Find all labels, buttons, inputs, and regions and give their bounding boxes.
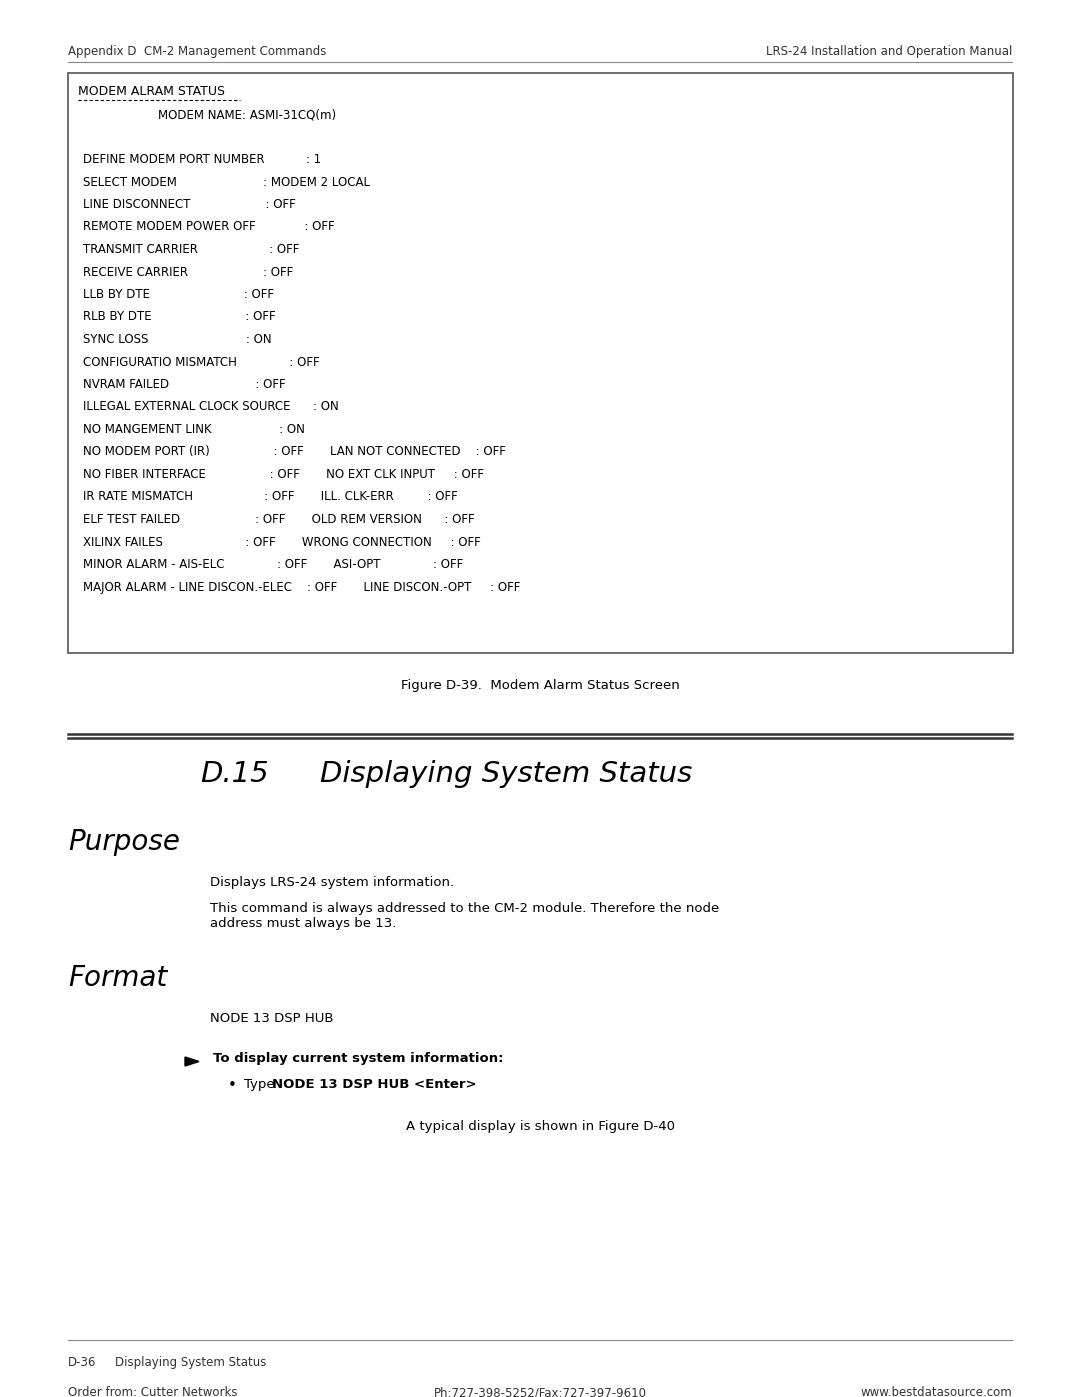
Text: ILLEGAL EXTERNAL CLOCK SOURCE      : ON: ILLEGAL EXTERNAL CLOCK SOURCE : ON <box>83 401 339 414</box>
Text: MODEM ALRAM STATUS: MODEM ALRAM STATUS <box>78 85 225 98</box>
Text: NO MANGEMENT LINK                  : ON: NO MANGEMENT LINK : ON <box>83 423 305 436</box>
Text: MAJOR ALARM - LINE DISCON.-ELEC    : OFF       LINE DISCON.-OPT     : OFF: MAJOR ALARM - LINE DISCON.-ELEC : OFF LI… <box>83 581 521 594</box>
Text: CONFIGURATIO MISMATCH              : OFF: CONFIGURATIO MISMATCH : OFF <box>83 355 320 369</box>
Text: MINOR ALARM - AIS-ELC              : OFF       ASI-OPT              : OFF: MINOR ALARM - AIS-ELC : OFF ASI-OPT : OF… <box>83 557 463 571</box>
Text: www.bestdatasource.com: www.bestdatasource.com <box>861 1386 1012 1397</box>
Text: This command is always addressed to the CM-2 module. Therefore the node
address : This command is always addressed to the … <box>210 902 719 930</box>
Polygon shape <box>185 1058 199 1066</box>
Text: Appendix D  CM-2 Management Commands: Appendix D CM-2 Management Commands <box>68 46 326 59</box>
Text: Order from: Cutter Networks: Order from: Cutter Networks <box>68 1386 238 1397</box>
Text: Purpose: Purpose <box>68 828 180 856</box>
Text: •: • <box>228 1078 237 1092</box>
Text: LLB BY DTE                         : OFF: LLB BY DTE : OFF <box>83 288 274 300</box>
Text: LRS-24 Installation and Operation Manual: LRS-24 Installation and Operation Manual <box>766 46 1012 59</box>
Text: NODE 13 DSP HUB <Enter>: NODE 13 DSP HUB <Enter> <box>272 1078 476 1091</box>
Text: XILINX FAILES                      : OFF       WRONG CONNECTION     : OFF: XILINX FAILES : OFF WRONG CONNECTION : O… <box>83 535 481 549</box>
Text: A typical display is shown in Figure D-40: A typical display is shown in Figure D-4… <box>405 1120 675 1133</box>
Text: Ph:727-398-5252/Fax:727-397-9610: Ph:727-398-5252/Fax:727-397-9610 <box>433 1386 647 1397</box>
Text: Figure D-39.  Modem Alarm Status Screen: Figure D-39. Modem Alarm Status Screen <box>401 679 679 692</box>
Text: Type: Type <box>244 1078 279 1091</box>
Text: Displaying System Status: Displaying System Status <box>114 1356 267 1369</box>
Text: To display current system information:: To display current system information: <box>213 1052 503 1065</box>
Text: NO MODEM PORT (IR)                 : OFF       LAN NOT CONNECTED    : OFF: NO MODEM PORT (IR) : OFF LAN NOT CONNECT… <box>83 446 505 458</box>
Text: Displays LRS-24 system information.: Displays LRS-24 system information. <box>210 876 454 888</box>
Text: RLB BY DTE                         : OFF: RLB BY DTE : OFF <box>83 310 275 324</box>
Text: Format: Format <box>68 964 167 992</box>
Text: RECEIVE CARRIER                    : OFF: RECEIVE CARRIER : OFF <box>83 265 294 278</box>
Text: TRANSMIT CARRIER                   : OFF: TRANSMIT CARRIER : OFF <box>83 243 299 256</box>
Text: SELECT MODEM                       : MODEM 2 LOCAL: SELECT MODEM : MODEM 2 LOCAL <box>83 176 370 189</box>
Text: DEFINE MODEM PORT NUMBER           : 1: DEFINE MODEM PORT NUMBER : 1 <box>83 154 321 166</box>
Text: .: . <box>444 1078 448 1091</box>
Text: SYNC LOSS                          : ON: SYNC LOSS : ON <box>83 332 272 346</box>
FancyBboxPatch shape <box>68 73 1013 652</box>
Text: IR RATE MISMATCH                   : OFF       ILL. CLK-ERR         : OFF: IR RATE MISMATCH : OFF ILL. CLK-ERR : OF… <box>83 490 458 503</box>
Text: NVRAM FAILED                       : OFF: NVRAM FAILED : OFF <box>83 379 285 391</box>
Text: NODE 13 DSP HUB: NODE 13 DSP HUB <box>210 1011 334 1025</box>
Text: ELF TEST FAILED                    : OFF       OLD REM VERSION      : OFF: ELF TEST FAILED : OFF OLD REM VERSION : … <box>83 513 474 527</box>
Text: D-36: D-36 <box>68 1356 96 1369</box>
Text: REMOTE MODEM POWER OFF             : OFF: REMOTE MODEM POWER OFF : OFF <box>83 221 335 233</box>
Text: Displaying System Status: Displaying System Status <box>320 760 692 788</box>
Text: D.15: D.15 <box>200 760 269 788</box>
Text: MODEM NAME: ASMI-31CQ(m): MODEM NAME: ASMI-31CQ(m) <box>83 108 336 122</box>
Text: LINE DISCONNECT                    : OFF: LINE DISCONNECT : OFF <box>83 198 296 211</box>
Text: NO FIBER INTERFACE                 : OFF       NO EXT CLK INPUT     : OFF: NO FIBER INTERFACE : OFF NO EXT CLK INPU… <box>83 468 484 481</box>
